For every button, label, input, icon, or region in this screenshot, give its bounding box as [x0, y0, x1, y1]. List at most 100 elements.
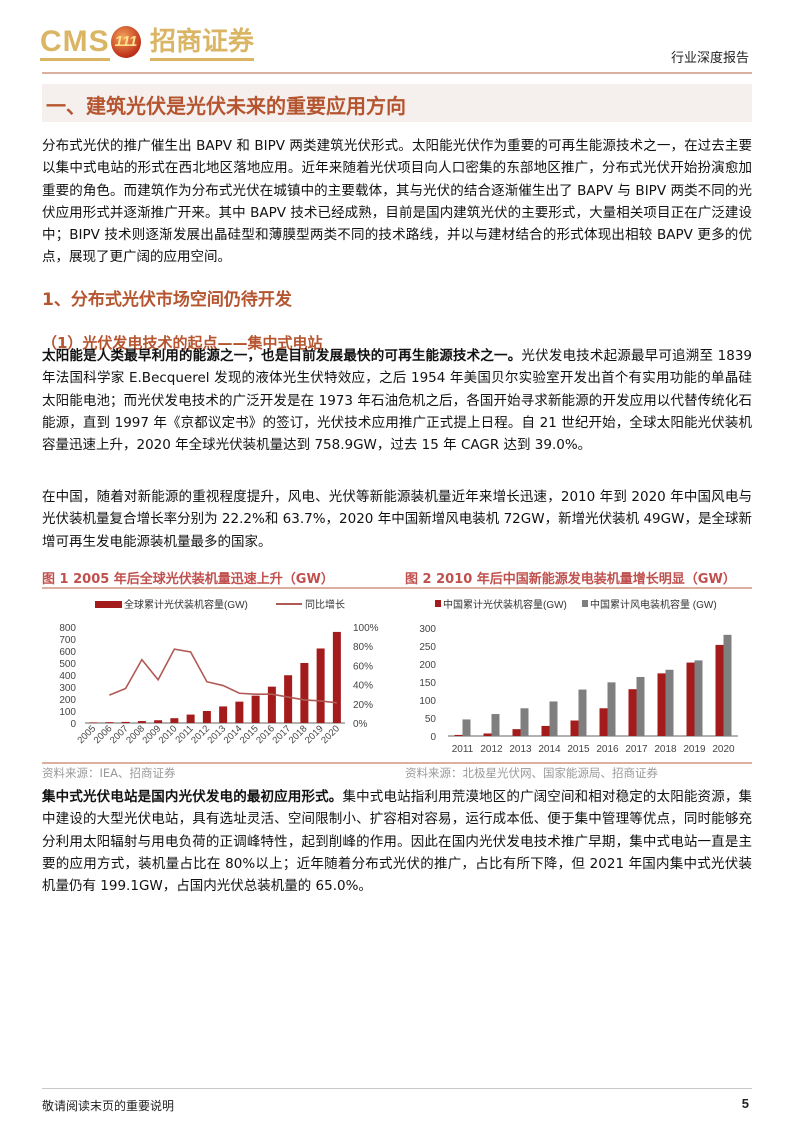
- bar-global-pv: [186, 714, 195, 723]
- bar-china-wind: [665, 669, 674, 736]
- legend-label-pv: 中国累计光伏装机容量(GW): [443, 598, 567, 611]
- logo-cms: CMS: [40, 26, 110, 61]
- y-tick-label: 300: [419, 624, 436, 635]
- legend-label-wind: 中国累计风电装机容量 (GW): [590, 598, 717, 611]
- logo-chinese: 招商证券: [150, 26, 255, 61]
- y-left-tick-label: 0: [70, 719, 76, 730]
- x-tick-label: 2015: [567, 744, 590, 755]
- paragraph-body: 光伏发电技术起源最早可追溯至 1839 年法国科学家 E.Becquerel 发…: [42, 348, 752, 454]
- y-tick-label: 100: [419, 696, 436, 707]
- legend-label-line: 同比增长: [305, 598, 345, 611]
- bar-global-pv: [235, 701, 244, 723]
- y-left-tick-label: 600: [59, 647, 76, 658]
- bar-china-pv: [715, 644, 724, 736]
- bar-china-wind: [462, 719, 471, 736]
- report-type: 行业深度报告: [670, 51, 749, 66]
- fig1-source: 资料来源：IEA、招商证券: [42, 766, 176, 780]
- paragraph-china: 在中国，随着对新能源的重视程度提升，风电、光伏等新能源装机量近年来增长迅速，20…: [42, 489, 752, 550]
- y-right-tick-label: 0%: [353, 719, 368, 730]
- y-right-tick-label: 100%: [353, 623, 379, 634]
- x-tick-label: 2012: [480, 744, 503, 755]
- bar-global-pv: [219, 706, 228, 723]
- section-title-band: 一、建筑光伏是光伏未来的重要应用方向: [42, 84, 752, 122]
- footer-divider: [42, 1088, 752, 1089]
- bar-global-pv: [89, 722, 98, 723]
- page-number: 5: [741, 1096, 749, 1111]
- bar-china-wind: [694, 660, 703, 736]
- legend-swatch-pv: [435, 600, 441, 607]
- fig1-title: 图 1 2005 年后全球光伏装机量迅速上升（GW）: [42, 572, 334, 587]
- x-tick-label: 2018: [654, 744, 677, 755]
- y-left-tick-label: 400: [59, 671, 76, 682]
- bar-china-wind: [549, 701, 558, 736]
- chart-global-pv: 全球累计光伏装机容量(GW) 同比增长 0100200300400500600700…: [59, 598, 379, 746]
- bar-china-pv: [541, 725, 550, 736]
- y-left-tick-label: 500: [59, 659, 76, 670]
- bar-china-pv: [570, 720, 579, 736]
- x-tick-label: 2013: [509, 744, 532, 755]
- chart-china-capacity: 中国累计光伏装机容量(GW) 中国累计风电装机容量 (GW) 0 50 100 150 20…: [419, 598, 738, 755]
- y-tick-label: 50: [425, 714, 437, 725]
- x-tick-label: 2020: [319, 723, 342, 746]
- section-title: 一、建筑光伏是光伏未来的重要应用方向: [46, 94, 406, 118]
- paragraph-solar-history: 太阳能是人类最早利用的能源之一，也是目前发展最快的可再生能源技术之一。光伏发电技…: [42, 345, 752, 456]
- line-yoy-growth: [109, 648, 337, 704]
- bar-china-pv: [483, 733, 492, 736]
- bar-china-pv: [628, 689, 637, 736]
- y-left-tick-label: 300: [59, 683, 76, 694]
- bar-global-pv: [251, 695, 260, 723]
- bar-global-pv: [267, 686, 276, 723]
- x-tick-label: 2014: [538, 744, 561, 755]
- bar-china-wind: [520, 708, 529, 736]
- bar-global-pv: [105, 722, 114, 723]
- y-right-tick-label: 60%: [353, 661, 373, 672]
- x-tick-label: 2016: [596, 744, 619, 755]
- header-divider: [42, 72, 752, 74]
- legend-label-bar: 全球累计光伏装机容量(GW): [124, 598, 248, 611]
- y-tick-label: 0: [430, 732, 436, 743]
- y-right-tick-label: 20%: [353, 700, 373, 711]
- y-left-tick-label: 100: [59, 707, 76, 718]
- y-right-tick-label: 80%: [353, 642, 373, 653]
- figure-bottom-rule: [42, 762, 752, 764]
- bar-global-pv: [121, 721, 130, 723]
- bar-global-pv: [332, 631, 341, 723]
- bar-global-pv: [137, 721, 146, 723]
- bar-global-pv: [300, 663, 309, 723]
- paragraph-centralized: 集中式光伏电站是国内光伏发电的最初应用形式。集中式电站指利用荒漠地区的广阔空间和…: [42, 786, 752, 897]
- x-tick-label: 2020: [712, 744, 735, 755]
- paragraph-lead: 集中式光伏电站是国内光伏发电的最初应用形式。: [42, 789, 343, 805]
- legend-swatch-bar: [95, 601, 122, 608]
- y-left-tick-label: 800: [59, 623, 76, 634]
- y-tick-label: 200: [419, 660, 436, 671]
- bar-china-pv: [686, 662, 695, 736]
- y-tick-label: 150: [419, 678, 436, 689]
- y-tick-label: 250: [419, 642, 436, 653]
- y-right-tick-label: 40%: [353, 681, 373, 692]
- fig2-title: 图 2 2010 年后中国新能源发电装机量增长明显（GW）: [405, 572, 736, 587]
- fig2-source: 资料来源：北极星光伏网、国家能源局、招商证券: [405, 766, 658, 780]
- bar-china-wind: [636, 676, 645, 736]
- subsection-heading: 1、分布式光伏市场空间仍待开发: [42, 290, 292, 310]
- intro-paragraph: 分布式光伏的推广催生出 BAPV 和 BIPV 两类建筑光伏形式。太阳能光伏作为…: [42, 138, 752, 266]
- bar-global-pv: [170, 718, 179, 723]
- subsubsection-heading: （1）光伏发电技术的起点——集中式电站: [42, 334, 323, 352]
- bar-china-wind: [607, 682, 616, 736]
- bar-china-wind: [491, 714, 500, 736]
- bar-global-pv: [202, 711, 211, 723]
- bar-china-pv: [657, 673, 666, 736]
- bar-china-wind: [723, 634, 732, 736]
- paragraph-lead: 太阳能是人类最早利用的能源之一，也是目前发展最快的可再生能源技术之一。: [42, 348, 522, 364]
- y-left-tick-label: 700: [59, 635, 76, 646]
- x-tick-label: 2017: [625, 744, 648, 755]
- bar-china-pv: [454, 734, 463, 736]
- bar-china-pv: [599, 708, 608, 736]
- paragraph-body: 集中式电站指利用荒漠地区的广阔空间和相对稳定的太阳能资源，集中建设的大型光伏电站…: [42, 789, 753, 895]
- y-left-tick-label: 200: [59, 695, 76, 706]
- bar-global-pv: [284, 675, 293, 723]
- figure-top-rule: [42, 587, 752, 589]
- bar-global-pv: [154, 720, 163, 723]
- logo-badge-icon: 111: [111, 26, 141, 58]
- bar-china-pv: [512, 729, 521, 736]
